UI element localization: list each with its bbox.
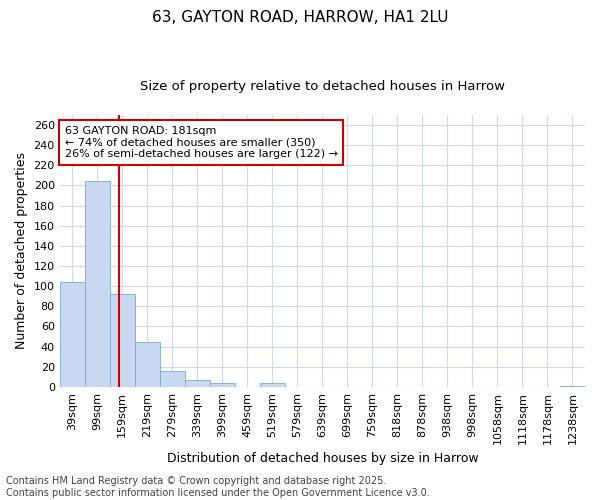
- Bar: [260, 383, 285, 387]
- Title: Size of property relative to detached houses in Harrow: Size of property relative to detached ho…: [140, 80, 505, 93]
- Bar: [560, 386, 585, 387]
- Y-axis label: Number of detached properties: Number of detached properties: [15, 152, 28, 350]
- X-axis label: Distribution of detached houses by size in Harrow: Distribution of detached houses by size …: [167, 452, 478, 465]
- Text: Contains HM Land Registry data © Crown copyright and database right 2025.
Contai: Contains HM Land Registry data © Crown c…: [6, 476, 430, 498]
- Bar: [210, 383, 235, 387]
- Bar: [59, 282, 85, 387]
- Bar: [85, 182, 110, 387]
- Bar: [135, 342, 160, 387]
- Bar: [110, 294, 135, 387]
- Text: 63, GAYTON ROAD, HARROW, HA1 2LU: 63, GAYTON ROAD, HARROW, HA1 2LU: [152, 10, 448, 25]
- Bar: [160, 370, 185, 387]
- Bar: [185, 380, 210, 387]
- Text: 63 GAYTON ROAD: 181sqm
← 74% of detached houses are smaller (350)
26% of semi-de: 63 GAYTON ROAD: 181sqm ← 74% of detached…: [65, 126, 338, 159]
